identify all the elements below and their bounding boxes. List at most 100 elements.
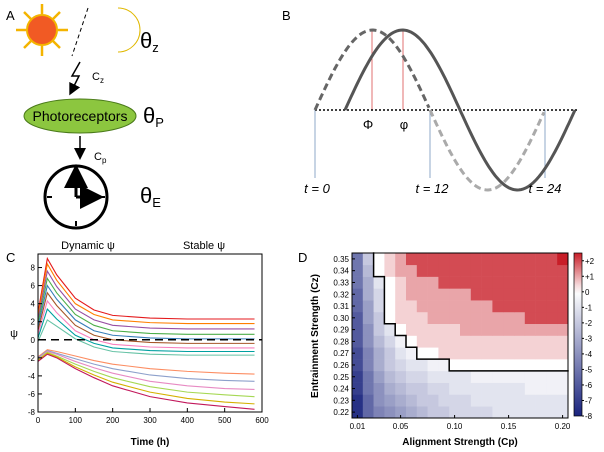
x-tick-label: 500 — [218, 416, 232, 425]
heat-cell — [503, 264, 515, 277]
heat-cell — [481, 406, 493, 419]
heat-cell — [460, 253, 472, 266]
heat-cell — [406, 300, 418, 313]
heat-cell — [449, 382, 461, 395]
heat-cell — [470, 264, 482, 277]
heat-cell — [449, 347, 461, 360]
heat-cell — [373, 335, 385, 348]
colorbar-tick-label: -8 — [585, 412, 593, 421]
heat-cell — [514, 276, 526, 289]
heat-cell — [481, 359, 493, 372]
heat-cell — [416, 370, 428, 383]
heat-cell — [524, 347, 536, 360]
contour — [372, 252, 569, 372]
heat-cell — [427, 382, 439, 395]
heat-cell — [492, 335, 504, 348]
heat-cell — [546, 288, 558, 301]
heat-cell — [373, 276, 385, 289]
heat-cell — [449, 288, 461, 301]
y-tick-label: -4 — [28, 372, 36, 381]
heat-cell — [557, 382, 569, 395]
heat-cell — [395, 406, 407, 419]
y-tick-label: 0.24 — [333, 385, 349, 394]
heat-cell — [481, 288, 493, 301]
series-line — [37, 276, 255, 335]
wave-dashed — [428, 109, 546, 192]
heat-cell — [416, 382, 428, 395]
heat-cell — [427, 253, 439, 266]
heat-cell — [503, 335, 515, 348]
symbol: θ — [140, 183, 152, 208]
heat-cell — [373, 370, 385, 383]
x-tick-label: 300 — [143, 416, 157, 425]
heat-cell — [438, 382, 450, 395]
heat-cell — [503, 382, 515, 395]
heat-cell — [449, 394, 461, 407]
x-tick-label: 100 — [69, 416, 83, 425]
y-tick-label: 0.27 — [333, 349, 349, 358]
clock — [43, 164, 109, 230]
y-tick-label: 2 — [31, 318, 36, 327]
series-line — [37, 352, 255, 405]
symbol: C — [94, 151, 102, 163]
heat-cell — [535, 288, 547, 301]
heat-cell — [384, 406, 396, 419]
heat-cell — [406, 347, 418, 360]
heat-cell — [535, 264, 547, 277]
y-tick-label: 4 — [31, 300, 36, 309]
heat-cell — [362, 288, 374, 301]
heat-cell — [352, 335, 364, 348]
heat-cell — [427, 323, 439, 336]
heat-cell — [470, 288, 482, 301]
heat-cell — [535, 370, 547, 383]
heat-cell — [546, 253, 558, 266]
heat-cell — [546, 406, 558, 419]
y-tick-label: 0.33 — [333, 278, 349, 287]
y-tick-label: 0.26 — [333, 361, 349, 370]
colorbar-tick-label: -3 — [585, 334, 593, 343]
series-line — [37, 308, 255, 353]
cz-label: Cz — [92, 71, 104, 85]
heat-cell — [406, 382, 418, 395]
x-tick-label: 200 — [106, 416, 120, 425]
colorbar — [573, 252, 583, 417]
heat-cell — [427, 335, 439, 348]
time-label: t = 24 — [529, 181, 562, 196]
heat-cell — [373, 323, 385, 336]
heat-cell — [362, 323, 374, 336]
heat-cell — [395, 323, 407, 336]
heat-cell — [438, 288, 450, 301]
heat-cell — [416, 406, 428, 419]
heat-cell — [460, 276, 472, 289]
panel-letter: C — [6, 250, 15, 265]
series-line — [37, 349, 255, 375]
heat-cell — [535, 300, 547, 313]
heat-cell — [460, 323, 472, 336]
heat-cell — [373, 253, 385, 266]
heat-cell — [406, 288, 418, 301]
series-line — [37, 319, 255, 356]
heat-cell — [384, 323, 396, 336]
heat-cell — [481, 394, 493, 407]
subscript: p — [102, 156, 107, 165]
heat-cell — [557, 311, 569, 325]
heat-cell — [470, 311, 482, 325]
heat-cell — [449, 253, 461, 266]
colorbar-tick-label: -1 — [585, 303, 593, 312]
heat-cell — [416, 276, 428, 289]
x-tick-label: 0.01 — [350, 422, 366, 431]
heat-cell — [438, 300, 450, 313]
heat-cell — [514, 253, 526, 266]
heat-cell — [395, 359, 407, 372]
heat-cell — [535, 276, 547, 289]
heat-cell — [524, 323, 536, 336]
photoreceptor-shape — [23, 98, 137, 134]
plot-frame — [37, 253, 263, 413]
x-tick-label: 400 — [181, 416, 195, 425]
heat-cell — [416, 359, 428, 372]
series-line — [37, 262, 255, 325]
heat-cell — [438, 264, 450, 277]
y-tick-label: -8 — [28, 408, 36, 417]
